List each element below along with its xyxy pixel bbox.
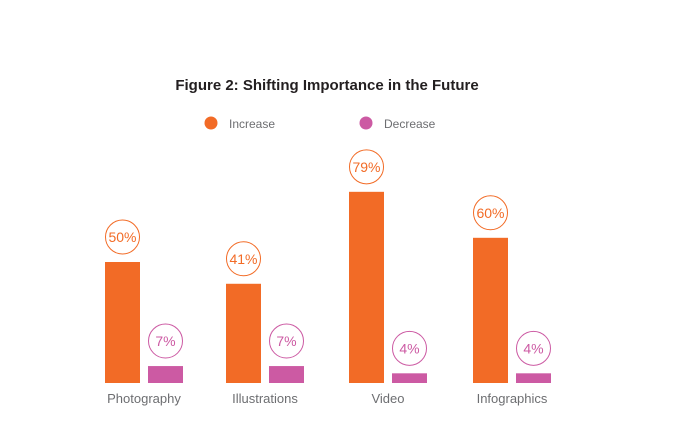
legend: Increase Decrease — [204, 116, 436, 131]
bar-decrease-infographics — [516, 373, 551, 383]
bar-increase-video — [349, 191, 384, 383]
data-label-increase-video: 79% — [352, 159, 380, 175]
value-badge-increase-photography — [105, 219, 140, 255]
legend-label-increase: Increase — [229, 117, 275, 131]
data-label-increase-illustrations: 41% — [229, 251, 257, 267]
bar-decrease-video — [392, 373, 427, 383]
bar-decrease-photography — [148, 366, 183, 383]
data-label-increase-infographics: 60% — [476, 205, 504, 221]
value-badge-decrease-photography — [148, 323, 183, 359]
data-label-decrease-illustrations: 7% — [276, 333, 296, 349]
category-label-video: Video — [371, 391, 404, 406]
value-badge-decrease-infographics — [516, 330, 551, 366]
chart-title: Figure 2: Shifting Importance in the Fut… — [175, 77, 478, 94]
data-label-decrease-infographics: 4% — [523, 340, 543, 356]
bar-decrease-illustrations — [269, 366, 304, 383]
category-label-photography: Photography — [107, 391, 181, 406]
value-badge-increase-illustrations — [226, 241, 261, 277]
value-badge-increase-video — [349, 149, 384, 185]
legend-marker-decrease — [359, 116, 373, 130]
data-label-increase-photography: 50% — [108, 229, 136, 245]
bar-increase-illustrations — [226, 283, 261, 383]
legend-marker-increase — [204, 116, 218, 130]
plot-area: 50% 7% Photography 41% 7% Illustrations 79% 4% V… — [105, 149, 551, 406]
bar-increase-photography — [105, 262, 140, 383]
data-label-decrease-video: 4% — [399, 340, 419, 356]
bar-increase-infographics — [473, 237, 508, 383]
category-label-infographics: Infographics — [477, 391, 548, 406]
value-badge-increase-infographics — [473, 195, 508, 231]
category-label-illustrations: Illustrations — [232, 391, 298, 406]
value-badge-decrease-video — [392, 330, 427, 366]
data-label-decrease-photography: 7% — [155, 333, 175, 349]
legend-label-decrease: Decrease — [384, 117, 436, 131]
value-badge-decrease-illustrations — [269, 323, 304, 359]
